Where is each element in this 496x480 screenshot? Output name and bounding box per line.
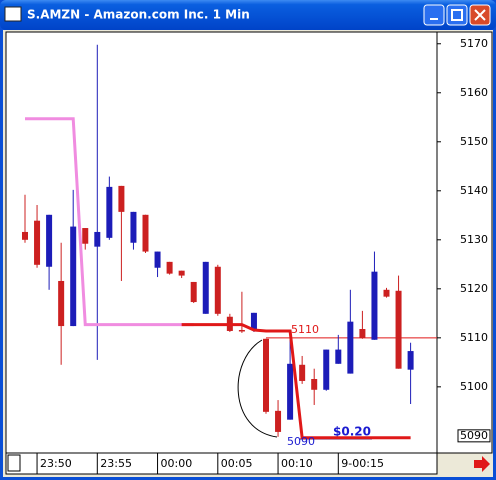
candle-body bbox=[287, 363, 294, 420]
y-tick-label: 5110 bbox=[460, 331, 488, 344]
y-tick-label: 5100 bbox=[460, 380, 488, 393]
close-glyph bbox=[474, 9, 486, 21]
candle-body bbox=[154, 251, 161, 268]
candle-body bbox=[106, 186, 113, 238]
candle-body bbox=[190, 281, 197, 303]
candle-body bbox=[118, 185, 125, 212]
maximize-button[interactable] bbox=[446, 4, 468, 26]
price-axis bbox=[436, 31, 493, 454]
candle-body bbox=[238, 329, 245, 332]
candle-body bbox=[34, 220, 41, 265]
y-tick-label: 5140 bbox=[460, 184, 488, 197]
overlay-line bbox=[181, 323, 411, 440]
candle-body bbox=[275, 410, 282, 432]
last-price-box bbox=[457, 429, 491, 443]
candle-body bbox=[214, 266, 221, 314]
candle-body bbox=[383, 289, 390, 297]
maximize-glyph bbox=[451, 9, 463, 21]
measure-label: $0.20 bbox=[333, 425, 371, 439]
candle-body bbox=[70, 226, 77, 327]
candle-body bbox=[58, 280, 65, 327]
y-tick-label: 5150 bbox=[460, 135, 488, 148]
x-tick-label: 00:00 bbox=[161, 457, 193, 470]
candle-body bbox=[22, 231, 28, 240]
overlay-line bbox=[25, 117, 194, 327]
y-tick-label: 5160 bbox=[460, 86, 488, 99]
candle-body bbox=[82, 228, 89, 244]
level-label: 5110 bbox=[291, 323, 319, 336]
candle-body bbox=[335, 349, 342, 364]
scroll-arrow[interactable] bbox=[474, 456, 490, 472]
minimize-glyph bbox=[430, 18, 438, 20]
window-title: S.AMZN - Amazon.com Inc. 1 Min bbox=[27, 8, 250, 22]
candle-body bbox=[311, 378, 318, 390]
candle-body bbox=[130, 211, 137, 243]
x-tick-label: 00:05 bbox=[221, 457, 253, 470]
candle-body bbox=[142, 214, 149, 252]
scroll-box[interactable] bbox=[7, 454, 21, 472]
minimize-button[interactable] bbox=[423, 4, 445, 26]
title-bar bbox=[0, 0, 496, 30]
candle-body bbox=[178, 270, 185, 276]
plot-area bbox=[5, 31, 438, 454]
candle-body bbox=[202, 261, 209, 314]
candle-body bbox=[250, 312, 257, 330]
x-tick-label: 23:55 bbox=[100, 457, 132, 470]
candle-body bbox=[323, 349, 330, 390]
low-label: 5090 bbox=[287, 435, 315, 448]
last-price-label: 5090 bbox=[460, 429, 488, 442]
candle-body bbox=[263, 338, 269, 412]
time-axis bbox=[5, 452, 438, 475]
y-tick-label: 5120 bbox=[460, 282, 488, 295]
candle-body bbox=[46, 214, 53, 267]
y-tick-label: 5130 bbox=[460, 233, 488, 246]
candle-body bbox=[407, 351, 414, 370]
candle-body bbox=[166, 261, 173, 274]
x-tick-label: 00:10 bbox=[281, 457, 313, 470]
app-icon bbox=[4, 6, 22, 22]
candle-body bbox=[94, 231, 101, 247]
y-tick-label: 5170 bbox=[460, 37, 488, 50]
candle-body bbox=[299, 364, 306, 381]
candle-body bbox=[395, 290, 402, 369]
plot-layer: 5100 5110 5120 5130 5140 5150 5160 5170 23:50 23:… bbox=[22, 37, 491, 474]
candle-body bbox=[347, 321, 354, 374]
x-tick-label: 9-00:15 bbox=[341, 457, 384, 470]
x-tick-label: 23:50 bbox=[40, 457, 72, 470]
candle-body bbox=[359, 329, 366, 338]
measure-arc bbox=[237, 339, 278, 438]
candle-body bbox=[371, 271, 378, 340]
